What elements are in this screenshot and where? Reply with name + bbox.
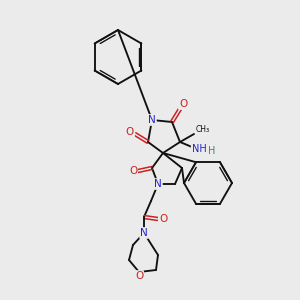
Text: O: O	[179, 99, 187, 109]
Text: O: O	[135, 271, 143, 281]
Text: O: O	[159, 214, 167, 224]
Text: N: N	[148, 115, 156, 125]
Text: N: N	[140, 228, 148, 238]
Text: H: H	[208, 146, 215, 156]
Text: NH: NH	[192, 144, 206, 154]
Text: O: O	[129, 166, 137, 176]
Text: N: N	[154, 179, 162, 189]
Text: CH₃: CH₃	[196, 124, 210, 134]
Text: O: O	[126, 127, 134, 137]
